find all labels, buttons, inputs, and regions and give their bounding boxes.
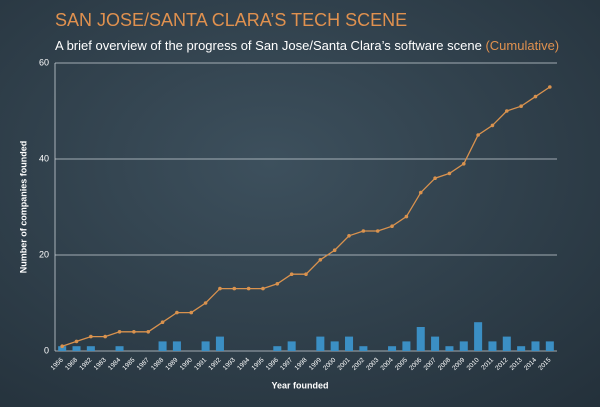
bar xyxy=(416,327,425,351)
y-axis-label: Number of companies founded xyxy=(18,141,28,274)
line-point xyxy=(404,214,409,219)
bar xyxy=(474,322,483,351)
bar xyxy=(172,341,181,351)
line-point xyxy=(332,248,337,252)
y-tick-label: 60 xyxy=(39,57,49,67)
bar xyxy=(531,341,540,351)
line-point xyxy=(447,171,452,176)
bar xyxy=(287,341,296,351)
line-point xyxy=(347,234,351,238)
bar xyxy=(502,336,511,351)
bar xyxy=(158,341,167,351)
line-point xyxy=(418,190,423,195)
bar xyxy=(58,346,67,351)
y-tick-label: 20 xyxy=(39,249,49,259)
line-point xyxy=(203,301,208,305)
y-tick-label: 0 xyxy=(44,345,49,355)
bar xyxy=(72,346,81,351)
bar xyxy=(86,346,95,351)
line-point xyxy=(433,176,437,180)
bar xyxy=(431,336,440,351)
y-tick-label: 40 xyxy=(39,153,49,163)
line-point xyxy=(232,286,237,291)
line-point xyxy=(505,109,509,113)
line-point xyxy=(117,330,122,334)
bar xyxy=(273,346,282,351)
bar xyxy=(402,341,411,351)
bar xyxy=(517,346,526,351)
bar xyxy=(359,346,368,351)
line-point xyxy=(304,272,308,277)
chart-subtitle: A brief overview of the progress of San … xyxy=(55,38,559,53)
line-point xyxy=(361,229,366,233)
line-point xyxy=(375,229,380,233)
line-point xyxy=(246,286,251,291)
subtitle-note: (Cumulative) xyxy=(485,38,559,53)
line-point xyxy=(175,310,179,315)
bar xyxy=(316,336,325,351)
line-point xyxy=(289,272,294,277)
x-axis-label: Year founded xyxy=(271,380,328,390)
line-point xyxy=(390,224,394,228)
bar xyxy=(388,346,397,351)
bar xyxy=(445,346,454,351)
line-point xyxy=(74,339,79,344)
line-point xyxy=(261,286,265,291)
line-point xyxy=(218,286,222,291)
line-point xyxy=(132,330,136,334)
line-point xyxy=(146,330,151,334)
bar xyxy=(330,341,339,351)
subtitle-text: A brief overview of the progress of San … xyxy=(55,38,482,53)
chart-title: SAN JOSE/SANTA CLARA’S TECH SCENE xyxy=(55,10,407,30)
line-point xyxy=(533,94,538,99)
bar xyxy=(488,341,497,351)
line-point xyxy=(60,344,64,349)
line-point xyxy=(476,133,480,137)
line-point xyxy=(103,334,107,339)
line-point xyxy=(318,258,323,262)
bar xyxy=(545,341,554,351)
line-point xyxy=(160,320,165,325)
bar xyxy=(459,341,468,351)
line-point xyxy=(461,162,466,166)
bar xyxy=(215,336,224,351)
line-point xyxy=(275,282,280,286)
line-point xyxy=(519,104,523,108)
line-point xyxy=(189,310,194,315)
bar xyxy=(345,336,354,351)
line-point xyxy=(89,334,93,339)
line-point xyxy=(548,85,552,89)
bar xyxy=(115,346,124,351)
bar xyxy=(201,341,210,351)
line-point xyxy=(490,123,495,128)
